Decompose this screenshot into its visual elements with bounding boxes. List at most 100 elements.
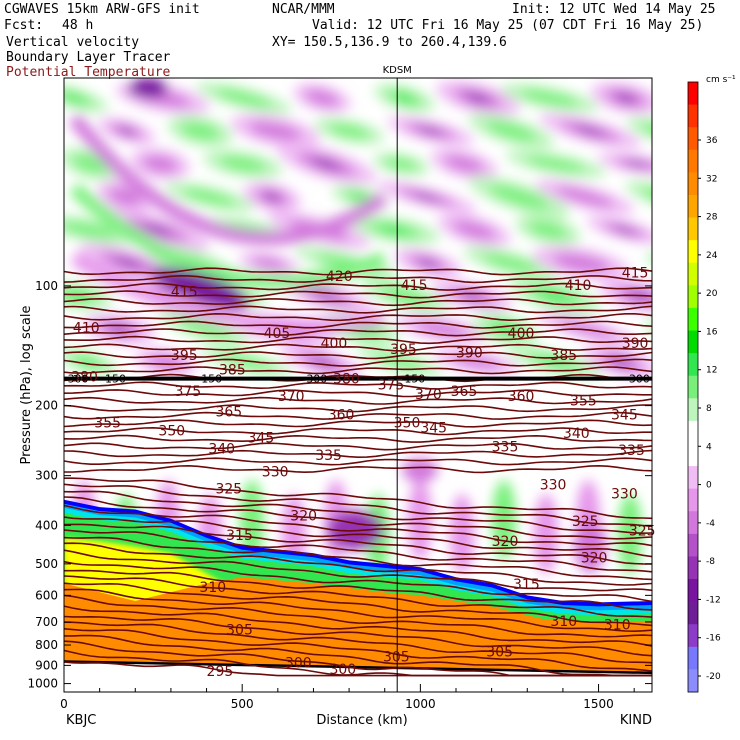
theta-label: 345 (248, 431, 275, 447)
isentrope (64, 290, 652, 299)
y-tick-label: 600 (35, 588, 58, 602)
wave-band (68, 113, 388, 246)
isentrope (64, 351, 652, 360)
theta-label: 370 (278, 389, 305, 405)
wave-cell-core (328, 123, 371, 139)
theta-label: 350 (394, 416, 421, 432)
colorbar-swatch (688, 601, 698, 625)
theta-label: 360 (508, 389, 535, 405)
y-tick-label: 700 (35, 615, 58, 629)
isentrope (64, 320, 652, 329)
wave-cell-core (552, 253, 611, 273)
y-tick-label: 100 (35, 279, 58, 293)
tropopause-label: 150 (105, 373, 126, 386)
station-right-label: KIND (620, 713, 652, 728)
colorbar-swatch (688, 217, 698, 241)
isentrope (64, 282, 652, 291)
isentrope (64, 496, 652, 540)
colorbar-unit: cm s⁻¹ (706, 75, 736, 85)
tropopause-label: 150 (404, 373, 425, 386)
theta-label: 315 (226, 528, 253, 544)
theta-label: 335 (315, 448, 342, 464)
isentrope (64, 575, 652, 618)
colorbar-swatch (688, 398, 698, 422)
theta-label: 325 (629, 524, 656, 540)
theta-label: 380 (71, 370, 98, 386)
theta-label: 340 (563, 426, 590, 442)
theta-label: 325 (572, 514, 599, 530)
tropopause-label: 300 (306, 373, 327, 386)
theta-label: 390 (622, 336, 649, 352)
wave-cell-peak (263, 192, 281, 202)
y-axis-label: Pressure (hPa), log scale (19, 306, 34, 465)
isentrope (64, 442, 652, 451)
theta-label: 300 (285, 655, 312, 671)
theta-label: 415 (171, 285, 198, 301)
colorbar-swatch (688, 240, 698, 264)
wave-cell-core (450, 354, 502, 370)
isentrope (64, 661, 652, 677)
y-tick-label: 400 (35, 518, 58, 532)
theta-label: 390 (456, 346, 483, 362)
isentrope (64, 419, 652, 428)
wave-cell-core (215, 88, 273, 108)
wave-cell-peak (351, 193, 369, 201)
wave-cell-core (218, 353, 274, 371)
init-time: Init: 12 UTC Wed 14 May 25 (512, 2, 716, 17)
isentrope (64, 634, 652, 677)
wave-cell-peak (613, 225, 637, 235)
colorbar-label: 28 (706, 213, 718, 223)
org-label: NCAR/MMM (272, 2, 335, 17)
isentrope (64, 305, 652, 314)
y-tick-label: 900 (35, 658, 58, 672)
theta-label: 340 (208, 442, 235, 458)
axes: KDSM 0 500 1000 1500 100 200 300 400 500 600 700 800… (19, 65, 653, 728)
wave-cell-peak (64, 93, 85, 103)
theta-label: 335 (618, 443, 645, 459)
terrain-line (64, 660, 652, 675)
theta-label: 355 (94, 416, 121, 432)
isentrope (64, 536, 652, 581)
isentrope (64, 381, 652, 390)
wave-cell-peak (142, 223, 174, 237)
theta-label: 330 (262, 465, 289, 481)
isentrope (64, 449, 652, 459)
wave-cell-core (555, 186, 615, 208)
column-cell (408, 480, 432, 560)
isentrope (64, 523, 652, 565)
colorbar-label: -8 (706, 557, 715, 567)
valid-time: Valid: 12 UTC Fri 16 May 25 (07 CDT Fri … (312, 18, 704, 33)
wave-cell-core (108, 187, 142, 207)
theta-label: 395 (171, 348, 198, 364)
colorbar-swatch (688, 127, 698, 151)
colorbar-frame (687, 81, 699, 693)
colorbar-swatch (688, 556, 698, 580)
isentrope (64, 335, 652, 345)
column-cell (534, 494, 558, 574)
tropopause-label: 300 (68, 373, 89, 386)
colorbar-swatch (688, 262, 698, 286)
theta-label: 400 (508, 326, 535, 342)
colorbar-swatch (688, 511, 698, 535)
isentrope (64, 628, 652, 672)
wave-cell-core (180, 122, 220, 140)
x-tick-label: 0 (60, 697, 68, 711)
colorbar-swatch (688, 624, 698, 648)
theta-label: 385 (550, 348, 577, 364)
column-core (402, 458, 438, 482)
wave-cell-core (305, 89, 340, 107)
plot-frame (63, 77, 653, 693)
forecast-hours: 48 h (62, 18, 94, 33)
tropopause-label: 150 (201, 373, 222, 386)
station-top-label: KDSM (383, 65, 412, 76)
colorbar-swatch (688, 330, 698, 354)
colorbar-swatch (688, 420, 698, 444)
colorbar-swatch (688, 353, 698, 377)
colorbar-label: -12 (706, 595, 721, 605)
station-left-label: KBJC (66, 713, 96, 728)
wave-cell-peak (113, 257, 144, 269)
theta-label: 365 (451, 384, 478, 400)
x-tick-label: 1000 (405, 697, 436, 711)
colorbar-label: -20 (706, 672, 721, 682)
